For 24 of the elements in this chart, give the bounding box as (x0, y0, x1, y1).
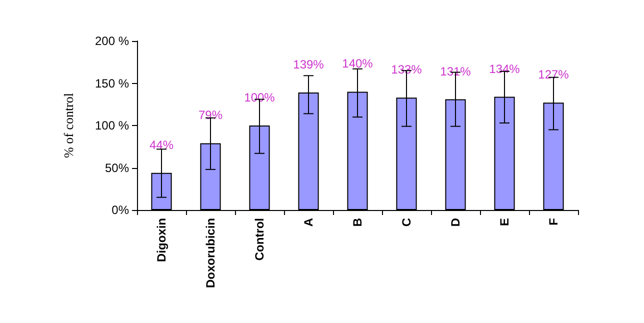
data-label: 134% (489, 62, 520, 76)
data-label: 44% (149, 138, 174, 152)
y-axis-title: % of control (61, 92, 76, 158)
data-label: 139% (293, 58, 324, 72)
y-tick-label: 200 % (94, 34, 130, 48)
data-label: 100% (244, 90, 276, 104)
y-tick-label: 100 % (94, 118, 130, 132)
x-tick-label: D (448, 218, 462, 227)
x-tick-label: Digoxin (154, 218, 168, 262)
x-tick-label: E (498, 218, 512, 226)
x-tick-label: B (350, 218, 364, 227)
y-tick-label: 150 % (94, 76, 130, 90)
data-label: 140% (342, 56, 374, 71)
data-label: 79% (198, 108, 223, 122)
y-tick-label: 50% (104, 160, 130, 175)
data-label: 133% (391, 62, 422, 77)
x-tick-label: Doxorubicin (204, 218, 218, 288)
x-tick-label: A (302, 218, 316, 227)
x-tick-label: Control (252, 218, 266, 261)
x-tick-label: C (400, 218, 414, 227)
data-label: 131% (440, 64, 472, 78)
y-tick-label: 0% (112, 203, 130, 217)
data-label: 127% (538, 68, 570, 82)
x-tick-label: F (546, 218, 560, 226)
